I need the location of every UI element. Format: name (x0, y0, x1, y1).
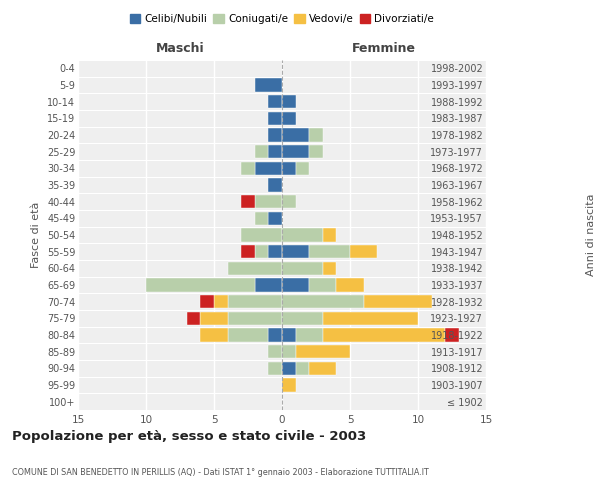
Bar (282, 328, 296, 342)
Bar (296, 162, 309, 175)
Bar (268, 145, 282, 158)
Bar (282, 295, 364, 308)
Bar (268, 362, 282, 375)
Bar (282, 362, 296, 375)
Bar (337, 278, 364, 291)
Bar (309, 362, 337, 375)
Bar (255, 78, 282, 92)
Bar (282, 145, 309, 158)
Bar (282, 312, 323, 325)
Bar (268, 178, 282, 192)
Bar (255, 245, 268, 258)
Legend: Celibi/Nubili, Coniugati/e, Vedovi/e, Divorziati/e: Celibi/Nubili, Coniugati/e, Vedovi/e, Di… (125, 10, 439, 29)
Text: Popolazione per età, sesso e stato civile - 2003: Popolazione per età, sesso e stato civil… (12, 430, 366, 443)
Bar (282, 278, 309, 291)
Bar (350, 245, 377, 258)
Bar (268, 345, 282, 358)
Y-axis label: Fasce di età: Fasce di età (31, 202, 41, 268)
Bar (255, 278, 282, 291)
Bar (268, 128, 282, 141)
Bar (255, 162, 282, 175)
Bar (241, 228, 282, 241)
Bar (227, 262, 282, 275)
Text: Anni di nascita: Anni di nascita (586, 194, 596, 276)
Bar (200, 328, 227, 342)
Bar (282, 378, 296, 392)
Bar (282, 262, 323, 275)
Bar (282, 228, 323, 241)
Bar (200, 295, 214, 308)
Bar (282, 95, 296, 108)
Bar (268, 245, 282, 258)
Bar (241, 162, 255, 175)
Bar (255, 195, 282, 208)
Bar (227, 295, 282, 308)
Bar (282, 245, 309, 258)
Text: Femmine: Femmine (352, 42, 416, 55)
Bar (309, 245, 350, 258)
Bar (268, 212, 282, 225)
Bar (309, 278, 337, 291)
Bar (282, 345, 296, 358)
Bar (255, 212, 268, 225)
Bar (296, 345, 350, 358)
Bar (268, 95, 282, 108)
Bar (282, 128, 309, 141)
Bar (323, 312, 418, 325)
Bar (187, 312, 200, 325)
Bar (445, 328, 459, 342)
Bar (268, 328, 282, 342)
Bar (323, 228, 337, 241)
Bar (296, 362, 309, 375)
Bar (309, 145, 323, 158)
Bar (227, 312, 282, 325)
Bar (200, 312, 227, 325)
Bar (323, 328, 445, 342)
Text: Maschi: Maschi (155, 42, 205, 55)
Bar (282, 162, 296, 175)
Bar (241, 195, 255, 208)
Text: COMUNE DI SAN BENEDETTO IN PERILLIS (AQ) - Dati ISTAT 1° gennaio 2003 - Elaboraz: COMUNE DI SAN BENEDETTO IN PERILLIS (AQ)… (12, 468, 429, 477)
Bar (214, 295, 227, 308)
Bar (268, 112, 282, 125)
Bar (296, 328, 323, 342)
Bar (241, 245, 255, 258)
Bar (309, 128, 323, 141)
Bar (146, 278, 255, 291)
Bar (255, 145, 268, 158)
Bar (282, 195, 296, 208)
Bar (364, 295, 431, 308)
Bar (323, 262, 337, 275)
Bar (227, 328, 268, 342)
Bar (282, 112, 296, 125)
